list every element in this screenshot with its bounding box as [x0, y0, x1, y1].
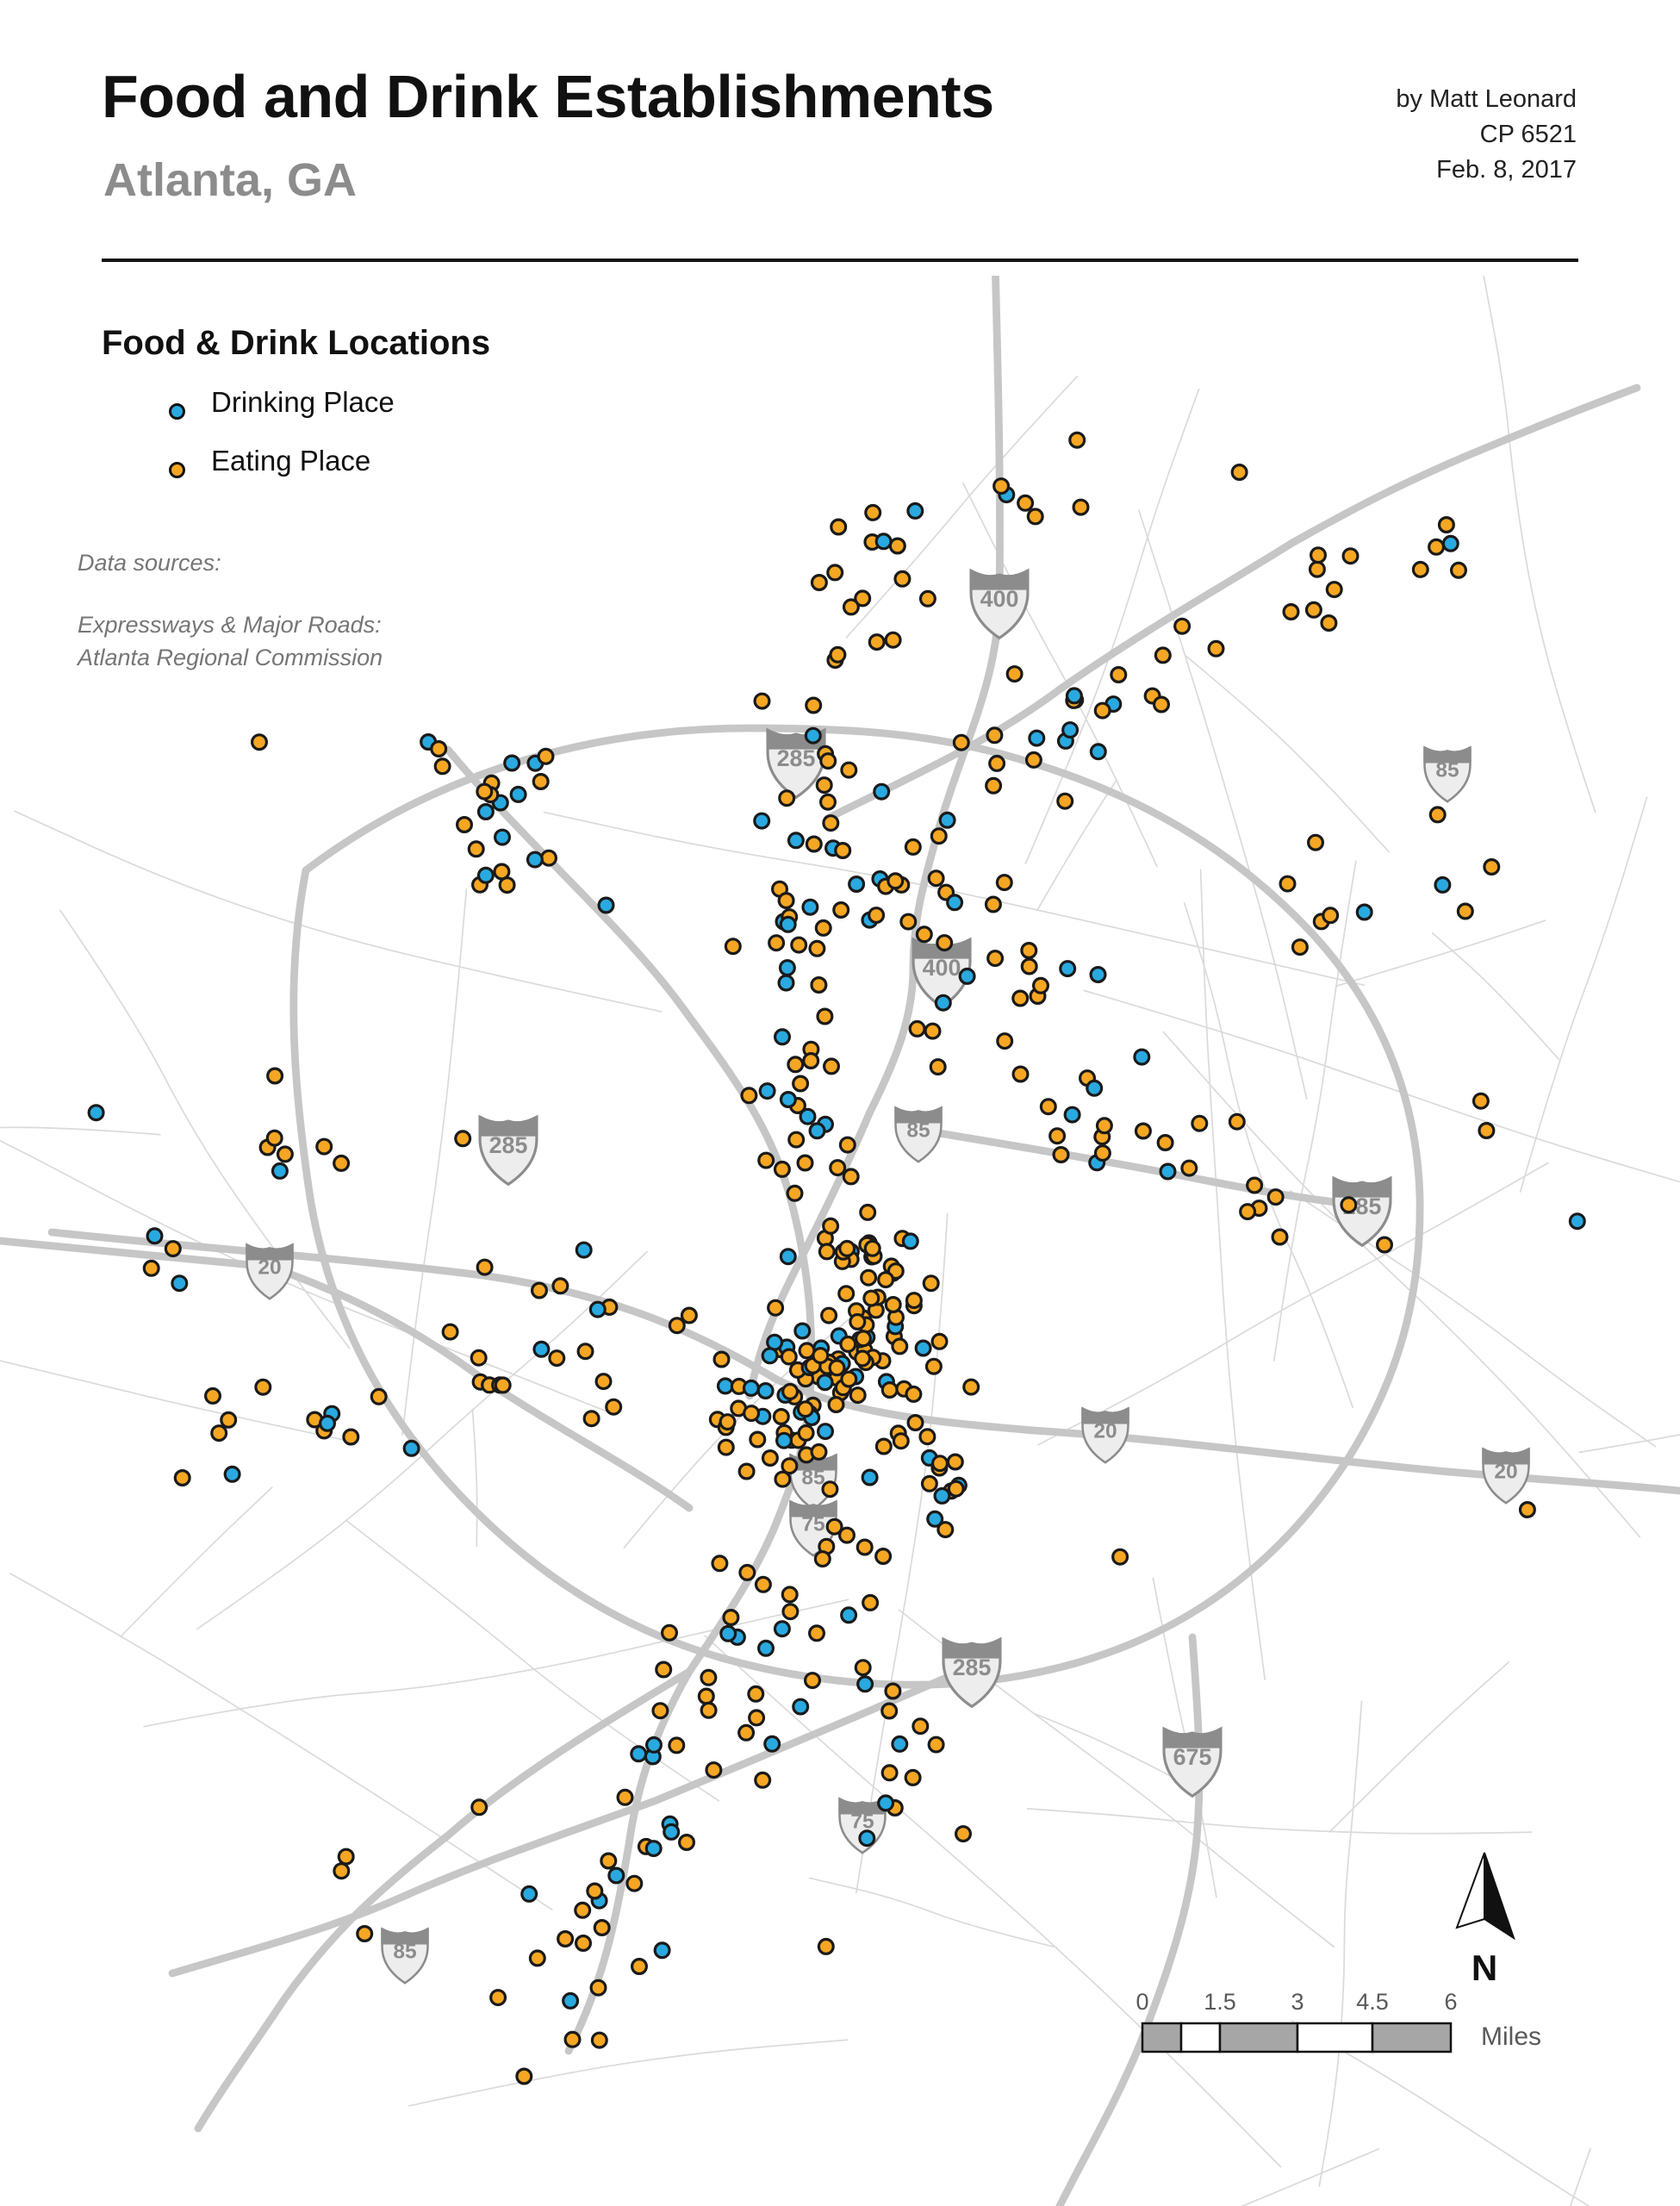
svg-text:75: 75: [850, 1810, 874, 1833]
svg-text:400: 400: [923, 955, 961, 981]
svg-text:85: 85: [801, 1466, 824, 1489]
svg-text:3: 3: [1291, 1989, 1304, 2015]
svg-text:1.5: 1.5: [1204, 1989, 1236, 2015]
svg-text:20: 20: [258, 1256, 281, 1279]
svg-text:85: 85: [393, 1940, 416, 1963]
svg-text:20: 20: [1093, 1419, 1117, 1443]
svg-text:85: 85: [1435, 758, 1459, 782]
svg-text:285: 285: [489, 1132, 528, 1158]
svg-text:285: 285: [777, 745, 816, 771]
svg-text:75: 75: [801, 1512, 824, 1536]
svg-text:4.5: 4.5: [1356, 1989, 1389, 2015]
svg-text:20: 20: [1494, 1460, 1517, 1483]
svg-text:0: 0: [1136, 1989, 1148, 2015]
svg-text:85: 85: [906, 1119, 930, 1142]
svg-text:285: 285: [953, 1654, 992, 1680]
svg-text:N: N: [1472, 1947, 1497, 1988]
svg-text:675: 675: [1173, 1744, 1212, 1770]
svg-text:400: 400: [980, 586, 1019, 612]
svg-text:6: 6: [1444, 1989, 1457, 2015]
svg-text:Miles: Miles: [1481, 2022, 1541, 2051]
